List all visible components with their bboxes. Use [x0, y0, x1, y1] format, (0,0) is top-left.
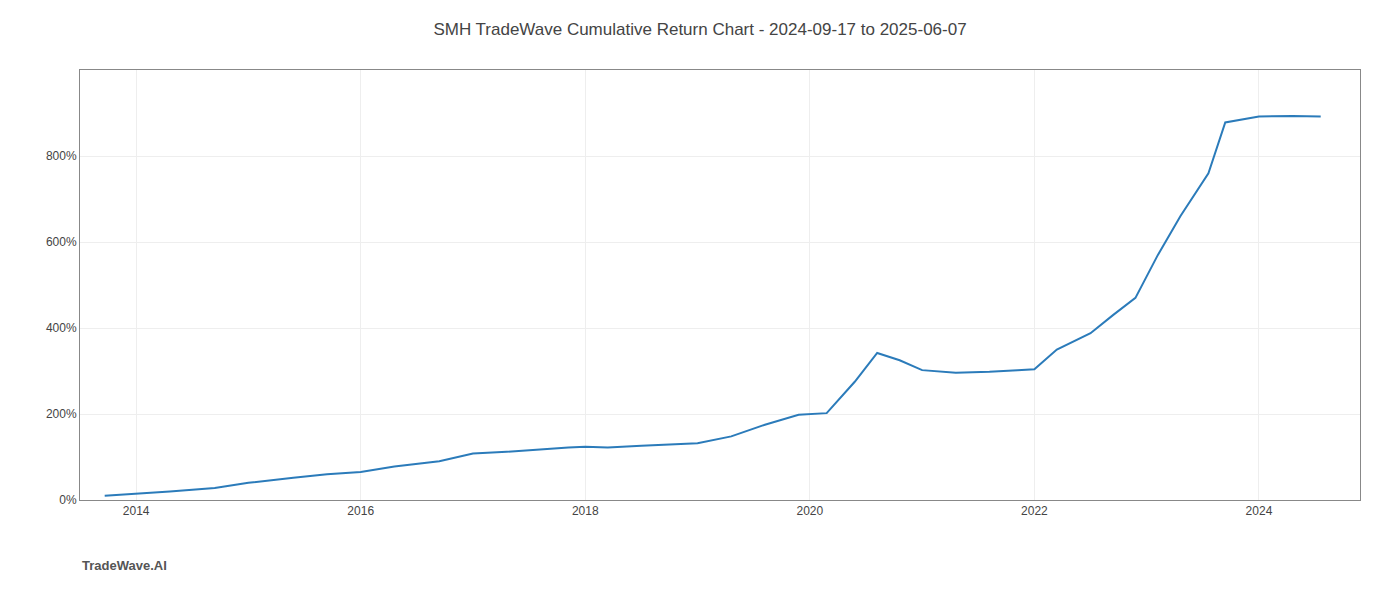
svg-text:800%: 800%	[46, 149, 77, 163]
svg-text:2024: 2024	[1246, 504, 1273, 518]
svg-text:600%: 600%	[46, 235, 77, 249]
svg-text:0%: 0%	[59, 493, 77, 507]
svg-text:400%: 400%	[46, 321, 77, 335]
svg-text:2014: 2014	[123, 504, 150, 518]
svg-text:2022: 2022	[1021, 504, 1048, 518]
svg-text:TradeWave.AI: TradeWave.AI	[82, 558, 167, 573]
svg-text:2018: 2018	[572, 504, 599, 518]
svg-text:200%: 200%	[46, 407, 77, 421]
svg-text:2016: 2016	[347, 504, 374, 518]
svg-text:2020: 2020	[796, 504, 823, 518]
svg-text:SMH TradeWave Cumulative Retur: SMH TradeWave Cumulative Return Chart - …	[433, 20, 966, 39]
